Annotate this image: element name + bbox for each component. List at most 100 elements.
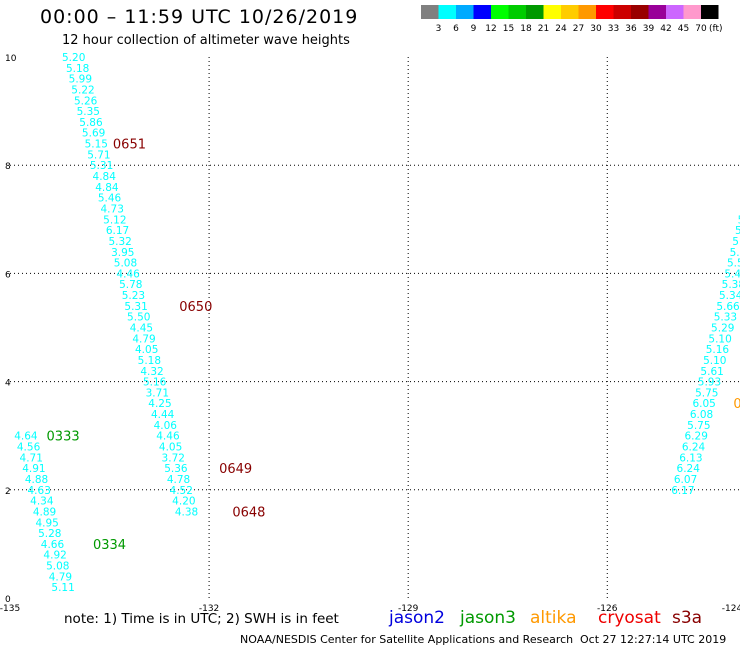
pass-time-label: 0216 [733,397,740,412]
wave-height-value: 5.35 [77,106,100,118]
wave-height-value: 5.45 [724,268,740,280]
wave-height-value: 5.08 [46,561,69,573]
colorbar-label: 30 [590,24,602,34]
colorbar-swatch [613,5,631,19]
wave-height-value: 5.23 [122,290,145,302]
colorbar-label: 12 [485,24,496,34]
wave-height-value: 5.18 [138,355,161,367]
wave-height-value: 4.32 [140,366,163,378]
wave-height-value: 5.22 [71,84,94,96]
colorbar-swatch [578,5,596,19]
wave-height-value: 4.73 [101,203,124,215]
wave-height-value: 5.31 [124,301,147,313]
wave-height-value: 5.50 [127,312,150,324]
legend-item-altika: altika [530,608,577,628]
wave-height-value: 3.72 [162,452,185,464]
wave-height-value: 3.95 [111,247,134,259]
pass-time-label: 0334 [93,538,126,553]
colorbar-swatch [526,5,544,19]
wave-height-value: 6.24 [682,442,706,454]
chart-subtitle: 12 hour collection of altimeter wave hei… [62,33,350,48]
wave-height-value: 4.44 [151,409,175,421]
wave-height-value: 5.26 [74,95,98,107]
legend-item-jason3: jason3 [460,608,516,628]
wave-height-value: 6.24 [677,463,701,475]
wave-height-value: 4.84 [93,171,117,183]
wave-height-value: 6.08 [690,409,713,421]
colorbar-label: 15 [503,24,514,34]
colorbar-swatch [648,5,666,19]
wave-height-value: 6.29 [685,431,708,443]
colorbar-swatch [491,5,509,19]
wave-height-value: 4.46 [116,268,140,280]
colorbar-label: 24 [555,24,567,34]
wave-height-value: 4.25 [148,398,171,410]
colorbar-swatch [508,5,526,19]
colorbar-unit: (ft) [709,24,723,34]
wave-height-value: 4.66 [41,539,65,551]
wave-height-value: 4.78 [167,474,190,486]
colorbar-swatch [438,5,456,19]
x-tick-label: -132 [199,604,219,614]
wave-height-value: 5.15 [85,139,108,151]
colorbar-label: 70 [695,24,707,34]
y-tick-label: 4 [5,379,11,389]
credit: NOAA/NESDIS Center for Satellite Applica… [240,633,574,646]
legend-item-jason2: jason2 [389,608,445,628]
x-tick-label: -135 [0,604,20,614]
wave-height-value: 5.68 [738,214,740,226]
wave-height-value: 5.86 [79,117,103,129]
y-tick-label: 8 [5,162,11,172]
colorbar-swatch [683,5,701,19]
wave-height-value: 5.10 [708,333,731,345]
wave-height-value: 5.69 [82,128,105,140]
wave-height-value: 5.11 [51,582,74,594]
colorbar-label: 42 [660,24,671,34]
wave-height-value: 5.36 [164,463,188,475]
wave-height-value: 4.88 [25,474,48,486]
wave-height-value: 5.34 [719,290,740,302]
wave-height-value: 6.05 [692,398,715,410]
x-tick-label: -124 [722,604,740,614]
wave-height-value: 5.57 [727,258,740,270]
wave-height-value: 6.13 [679,452,702,464]
wave-height-value: 5.32 [108,236,131,248]
wave-height-value: 5.93 [698,377,721,389]
colorbar-swatch [666,5,684,19]
colorbar-swatch [701,5,719,19]
wave-height-value: 4.64 [14,431,38,443]
wave-height-value: 5.61 [700,366,723,378]
wave-height-value: 4.95 [35,517,58,529]
y-tick-label: 10 [5,54,17,64]
wave-height-value: 6.07 [674,474,697,486]
wave-height-value: 4.05 [135,344,158,356]
wave-height-value: 4.56 [17,442,41,454]
footnote: note: 1) Time is in UTC; 2) SWH is in fe… [64,611,339,627]
colorbar-swatch [456,5,474,19]
colorbar-label: 18 [520,24,532,34]
wave-height-value: 4.79 [49,571,72,583]
wave-height-value: 4.46 [156,431,180,443]
colorbar-label: 3 [436,24,442,34]
legend-item-s3a: s3a [672,608,703,628]
data-points: 5.205.185.995.225.265.355.865.695.155.71… [14,52,740,594]
colorbar-label: 9 [471,24,477,34]
wave-height-value: 5.31 [90,160,113,172]
colorbar-swatch [561,5,579,19]
colorbar-label: 36 [625,24,637,34]
legend-item-cryosat: cryosat [598,608,661,628]
chart-title: 00:00 – 11:59 UTC 10/26/2019 [40,6,359,28]
wave-height-value: 5.75 [687,420,710,432]
pass-time-label: 0333 [47,430,80,445]
colorbar-swatch [631,5,649,19]
colorbar-legend: 3 6 9 12 15 18 21 24 27 30 33 36 39 42 45 70 (ft) [421,5,723,34]
wave-height-value: 4.52 [170,485,193,497]
wave-height-value: 4.38 [175,506,198,518]
wave-height-value: 5.16 [143,377,167,389]
wave-height-value: 5.20 [62,52,85,64]
pass-time-label: 0649 [219,462,252,477]
wave-height-value: 5.46 [98,193,122,205]
wave-height-value: 4.79 [132,333,155,345]
colorbar-swatch [473,5,491,19]
wave-height-value: 4.34 [30,496,54,508]
